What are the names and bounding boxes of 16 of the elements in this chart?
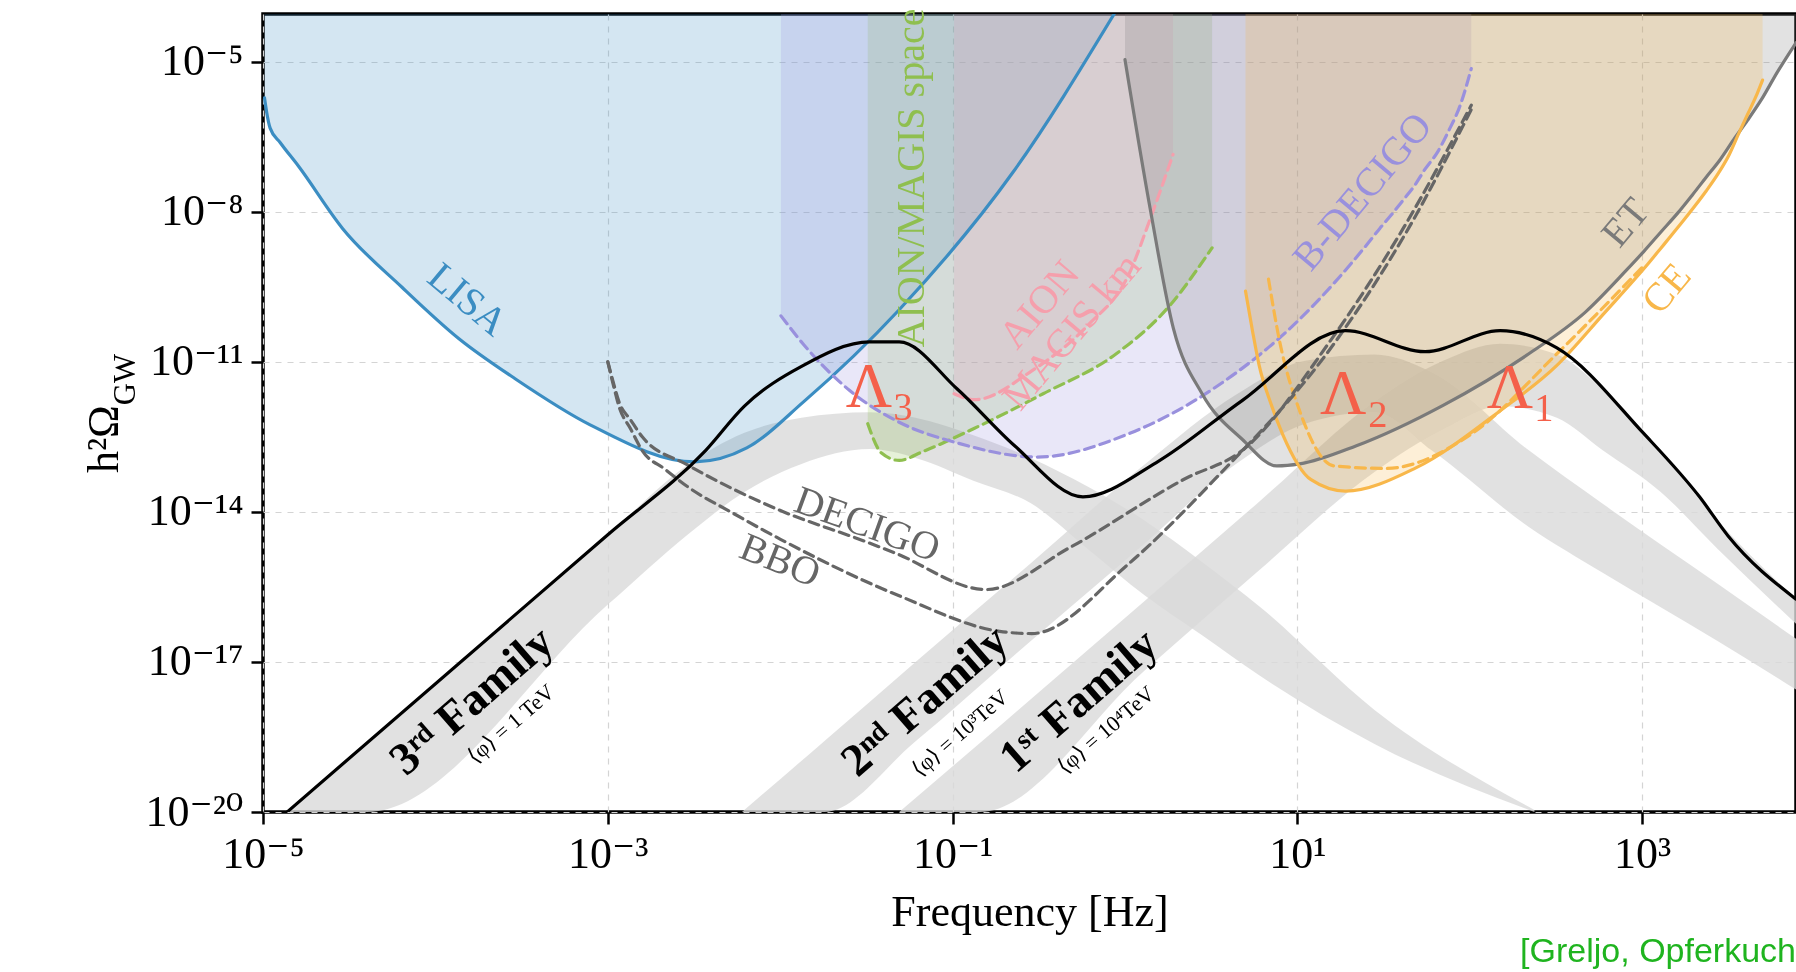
text: AION/MAGIS space bbox=[888, 8, 933, 348]
y-tick-label: 10⁻¹¹ bbox=[149, 336, 244, 386]
y-tick-label: 10⁻¹⁷ bbox=[147, 636, 244, 686]
y-tick-label: 10⁻¹⁴ bbox=[147, 486, 244, 536]
text: [Greljo, Opferkuch bbox=[1520, 931, 1796, 969]
x-tick-label: 10³ bbox=[1614, 828, 1672, 878]
text: ET bbox=[1591, 188, 1658, 256]
y-tick-label: 10⁻⁵ bbox=[160, 36, 244, 86]
x-axis-title: Frequency [Hz] bbox=[891, 886, 1169, 936]
text: CE bbox=[1632, 253, 1700, 323]
x-tick-label: 10⁻¹ bbox=[912, 828, 994, 878]
x-tick-label: 10¹ bbox=[1269, 828, 1327, 878]
x-tick-label: 10⁻³ bbox=[568, 828, 649, 878]
annotation: Λ₂ bbox=[1320, 356, 1389, 428]
annotation: Λ₃ bbox=[845, 349, 915, 421]
y-tick-label: 10⁻⁸ bbox=[160, 186, 244, 236]
